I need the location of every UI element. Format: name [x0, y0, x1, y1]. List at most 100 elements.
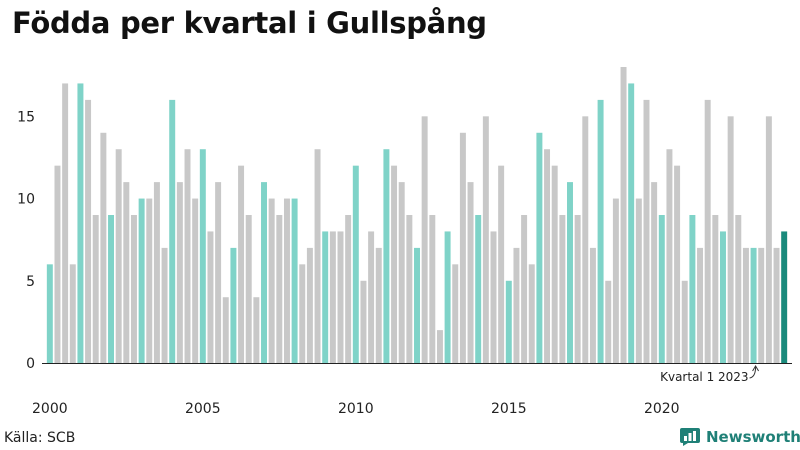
x-tick-label: 2020: [644, 401, 680, 417]
bar: [735, 215, 742, 363]
bar: [674, 165, 681, 363]
bar: [681, 280, 688, 363]
bar: [628, 83, 635, 363]
bar: [651, 182, 658, 363]
bar: [268, 198, 275, 363]
bar: [329, 231, 336, 363]
bar: [643, 99, 650, 363]
x-tick-label: 2000: [32, 401, 68, 417]
bar: [452, 264, 459, 363]
brand-name: Newsworthy: [706, 428, 800, 446]
bar: [199, 149, 206, 363]
bar: [521, 215, 528, 363]
bar: [666, 149, 673, 363]
bar: [360, 280, 367, 363]
bar: [720, 231, 726, 363]
bar: [704, 99, 711, 363]
x-tick-label: 2005: [185, 401, 221, 417]
bar: [245, 215, 252, 363]
bar: [123, 182, 130, 363]
bar: [482, 116, 489, 363]
bar: [314, 149, 321, 363]
bar: [77, 83, 84, 363]
bar: [291, 198, 298, 363]
bar: [299, 264, 306, 363]
bar: [192, 198, 199, 363]
y-tick-label: 10: [17, 192, 35, 208]
chart-title: Födda per kvartal i Gullspång: [12, 6, 487, 40]
bar: [337, 231, 344, 363]
bar: [345, 215, 352, 363]
bar: [146, 198, 153, 363]
bar: [559, 215, 566, 363]
bar: [589, 247, 596, 363]
bar: [444, 231, 451, 363]
bar: [391, 165, 398, 363]
annotation-label: Kvartal 1 2023: [660, 370, 748, 384]
bar: [406, 215, 413, 363]
bar: [62, 83, 69, 363]
bar: [513, 247, 520, 363]
bar: [352, 165, 359, 363]
bar: [215, 182, 222, 363]
bar: [54, 165, 61, 363]
bar: [689, 215, 696, 363]
bar: [620, 67, 627, 363]
bar: [582, 116, 589, 363]
bar: [414, 247, 420, 363]
bar: [253, 297, 260, 363]
bar: [697, 247, 704, 363]
bar: [597, 99, 604, 363]
bar: [605, 280, 612, 363]
bar: [758, 247, 765, 363]
bar: [222, 297, 229, 363]
bar: [658, 215, 665, 363]
bar: [230, 247, 237, 363]
y-tick-label: 5: [26, 274, 35, 290]
bar: [612, 198, 619, 363]
bar: [712, 215, 719, 363]
bar: [383, 149, 390, 363]
bar: [92, 215, 99, 363]
bar: [100, 132, 107, 363]
bar: [238, 165, 245, 363]
bar: [421, 116, 428, 363]
bar: [536, 132, 543, 363]
bar: [46, 264, 53, 363]
bar: [322, 231, 329, 363]
bar: [130, 215, 137, 363]
bar: [750, 247, 757, 363]
brand-logo[interactable]: Newsworthy: [680, 428, 800, 446]
x-tick-label: 2015: [491, 401, 527, 417]
bar: [551, 165, 558, 363]
bar: [429, 215, 436, 363]
bar: [635, 198, 642, 363]
bar: [773, 247, 780, 363]
bar: [115, 149, 122, 363]
bar: [375, 247, 382, 363]
bar: [283, 198, 290, 363]
bar: [567, 182, 573, 363]
y-tick-label: 15: [17, 109, 35, 125]
bar: [368, 231, 375, 363]
bar: [69, 264, 76, 363]
bar: [528, 264, 535, 363]
bar: [544, 149, 551, 363]
bar: [490, 231, 497, 363]
bar: [781, 231, 788, 363]
bar: [727, 116, 734, 363]
bar: [505, 280, 512, 363]
newsworthy-logo-icon: [680, 428, 700, 446]
bar: [261, 182, 267, 363]
bar: [742, 247, 749, 363]
bar: [85, 99, 92, 363]
bar: [574, 215, 581, 363]
y-tick-label: 0: [26, 356, 35, 372]
bar: [498, 165, 505, 363]
bar: [176, 182, 183, 363]
bar: [306, 247, 313, 363]
bar: [153, 182, 160, 363]
bar: [475, 215, 482, 363]
bar: [161, 247, 168, 363]
